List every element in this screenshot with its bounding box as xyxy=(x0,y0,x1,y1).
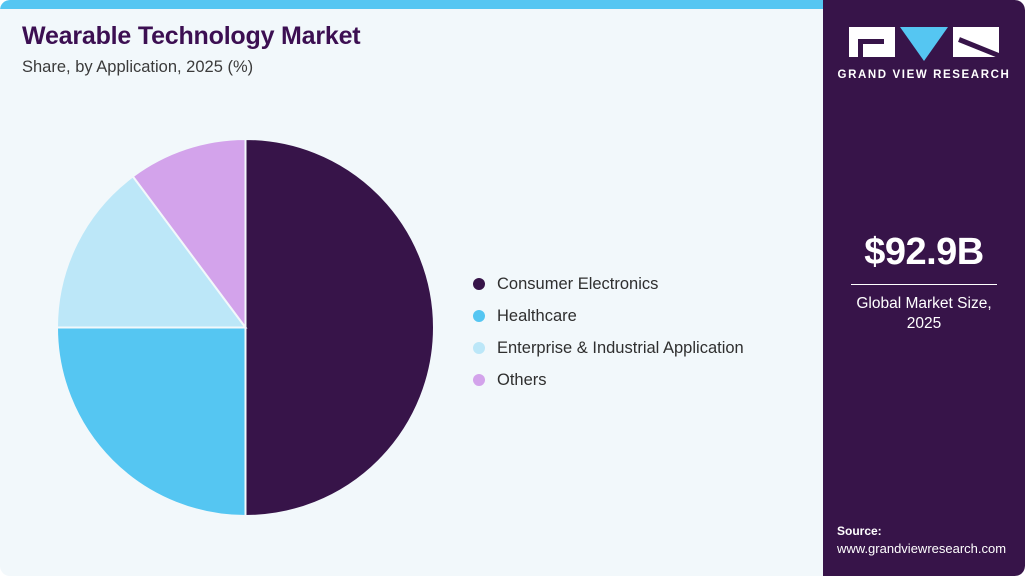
logo-letter-g-icon xyxy=(849,27,895,57)
legend-item-healthcare[interactable]: Healthcare xyxy=(473,300,803,332)
logo-triangle-v-icon xyxy=(900,27,948,61)
legend-swatch-icon xyxy=(473,310,485,322)
legend-item-label: Others xyxy=(497,370,547,389)
legend-item-others[interactable]: Others xyxy=(473,364,803,396)
legend-item-enterprise-industrial-application[interactable]: Enterprise & Industrial Application xyxy=(473,332,803,364)
source-block: Source: www.grandviewresearch.com xyxy=(837,523,1017,558)
header: Wearable Technology Market Share, by App… xyxy=(22,22,722,78)
logo-marks xyxy=(823,27,1025,61)
market-size-caption: Global Market Size, 2025 xyxy=(856,294,992,332)
brand-logo: GRAND VIEW RESEARCH xyxy=(823,27,1025,81)
legend-item-label: Consumer Electronics xyxy=(497,274,659,293)
legend-item-label: Healthcare xyxy=(497,306,577,325)
legend-item-consumer-electronics[interactable]: Consumer Electronics xyxy=(473,268,803,300)
page-title: Wearable Technology Market xyxy=(22,22,361,50)
market-size-value: $92.9B xyxy=(864,231,984,273)
pie-slice[interactable] xyxy=(244,139,435,516)
legend-item-label: Enterprise & Industrial Application xyxy=(497,338,744,357)
pie-slice[interactable] xyxy=(57,326,247,517)
pie-chart xyxy=(57,139,434,516)
source-label: Source: xyxy=(837,524,882,539)
top-accent-bar xyxy=(0,0,823,9)
pie-chart-svg xyxy=(57,139,434,516)
pie-slice[interactable] xyxy=(57,174,248,329)
market-size-stat: $92.9B Global Market Size, 2025 xyxy=(837,231,1011,334)
legend-swatch-icon xyxy=(473,342,485,354)
logo-wordmark: GRAND VIEW RESEARCH xyxy=(837,69,1011,81)
source-url[interactable]: www.grandviewresearch.com xyxy=(837,540,1007,556)
pie-slice[interactable] xyxy=(131,139,247,331)
legend-swatch-icon xyxy=(473,278,485,290)
legend-swatch-icon xyxy=(473,374,485,386)
chart-legend: Consumer Electronics Healthcare Enterpri… xyxy=(473,268,803,396)
stat-divider xyxy=(851,283,997,285)
logo-letter-r-icon xyxy=(953,27,999,57)
brand-sidebar: GRAND VIEW RESEARCH $92.9B Global Market… xyxy=(823,0,1025,576)
page-subtitle: Share, by Application, 2025 (%) xyxy=(22,57,254,76)
